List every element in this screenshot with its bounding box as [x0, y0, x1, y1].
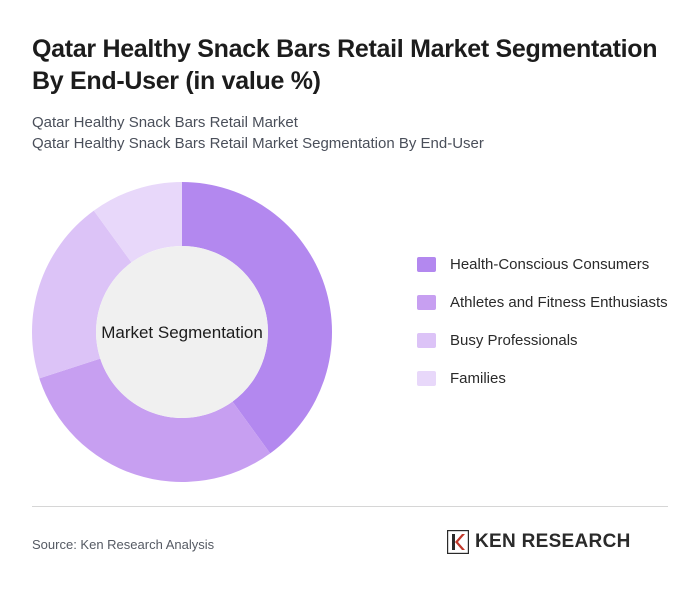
- chart-title: Qatar Healthy Snack Bars Retail Market S…: [32, 35, 658, 95]
- legend-item-families: Families: [417, 367, 687, 390]
- legend-swatch: [417, 333, 436, 348]
- donut-slice-3: [31, 210, 132, 379]
- legend-swatch: [417, 371, 436, 386]
- chart-legend: Health-Conscious Consumers Athletes and …: [417, 253, 687, 405]
- legend-item-athletes: Athletes and Fitness Enthusiasts: [417, 291, 687, 314]
- donut-slice-4: [93, 182, 182, 263]
- legend-swatch: [417, 257, 436, 272]
- legend-label: Athletes and Fitness Enthusiasts: [450, 294, 668, 311]
- ken-research-logo: KEN RESEARCH: [447, 530, 631, 554]
- chart-subtitle-secondary: Qatar Healthy Snack Bars Retail Market S…: [32, 135, 484, 152]
- legend-item-health-conscious: Health-Conscious Consumers: [417, 253, 687, 276]
- donut-chart: Market Segmentation: [31, 182, 332, 482]
- center-label: Market Segmentation: [101, 323, 263, 342]
- source-note: Source: Ken Research Analysis: [32, 537, 215, 552]
- donut-slice-2: [39, 358, 271, 482]
- footer-divider: [32, 506, 668, 507]
- legend-swatch: [417, 295, 436, 310]
- logo-text: KEN RESEARCH: [475, 531, 631, 552]
- legend-item-busy-professionals: Busy Professionals: [417, 329, 687, 352]
- legend-label: Families: [450, 370, 506, 387]
- chart-subtitle: Qatar Healthy Snack Bars Retail Market: [32, 114, 298, 131]
- legend-label: Health-Conscious Consumers: [450, 256, 650, 273]
- legend-label: Busy Professionals: [450, 332, 578, 349]
- donut-center: [96, 246, 268, 418]
- ken-logo-icon: [447, 530, 469, 554]
- donut-slice-1: [182, 182, 332, 454]
